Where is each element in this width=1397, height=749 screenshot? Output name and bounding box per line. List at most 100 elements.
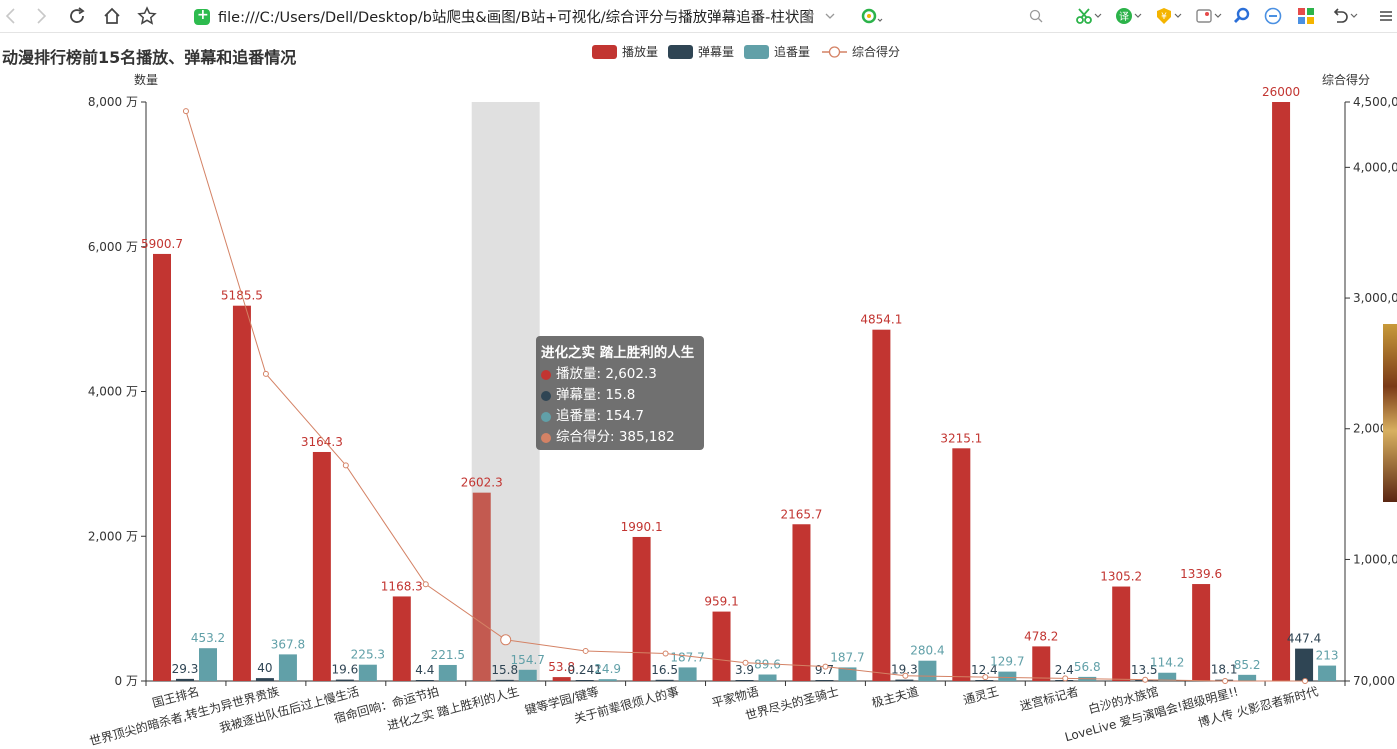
legend-label: 追番量 [774, 44, 810, 59]
follow-bar [838, 667, 857, 681]
danmaku-bar [575, 680, 594, 681]
minus-circle-icon[interactable] [1263, 4, 1283, 28]
data-label-play: 3215.1 [940, 431, 982, 445]
y-right-axis-label: 综合得分 [1322, 72, 1370, 87]
tooltip-danmaku: 弹幕量: 15.8 [556, 387, 636, 403]
data-label-danmaku: 2.4 [1055, 663, 1074, 677]
follow-bar [1238, 674, 1257, 681]
data-label-follow: 221.5 [431, 648, 465, 662]
lightning-icon[interactable] [802, 4, 816, 28]
follow-bar [438, 664, 457, 681]
data-label-danmaku: 29.3 [172, 662, 199, 676]
reload-icon[interactable] [66, 4, 88, 28]
score-point [742, 659, 749, 666]
play-bar [1032, 646, 1051, 681]
x-tick-label: 迷宫标记者 [1018, 683, 1080, 713]
y-right-tick-label: 4,500,000 [1353, 95, 1397, 109]
score-point [1222, 678, 1229, 684]
tooltip-score: 综合得分: 385,182 [556, 429, 675, 445]
score-point [982, 674, 989, 681]
tooltip-row: 播放量: 2,602.3 [541, 364, 699, 385]
score-point [1302, 678, 1309, 684]
play-bar [792, 524, 811, 681]
y-left-tick-label: 0 万 [115, 674, 138, 688]
chart-tooltip: 进化之实 踏上胜利的人生 播放量: 2,602.3 弹幕量: 15.8 追番量:… [536, 336, 704, 450]
data-label-follow: 89.6 [754, 658, 781, 672]
legend-label: 播放量 [622, 44, 658, 59]
search-engine-icon[interactable] [860, 4, 886, 28]
follow-bar [278, 654, 297, 681]
follow-bar [998, 671, 1017, 681]
danmaku-bar [895, 679, 914, 681]
address-bar[interactable]: file:///C:/Users/Dell/Desktop/b站爬虫&画图/B站… [186, 3, 876, 30]
score-point [822, 663, 829, 670]
follow-bar [918, 660, 937, 681]
data-label-danmaku: 12.4 [971, 663, 998, 677]
data-label-play: 2165.7 [780, 507, 822, 521]
data-label-follow: 280.4 [910, 644, 944, 658]
translate-icon[interactable]: 译 [1112, 4, 1146, 28]
svg-text:¥: ¥ [1161, 12, 1167, 22]
score-point [342, 462, 349, 469]
play-bar [712, 611, 731, 681]
x-tick-label: 世界尽头的圣骑士 [744, 683, 841, 722]
legend-label: 综合得分 [852, 44, 900, 59]
x-tick-label: 通灵王 [962, 684, 1000, 707]
y-left-tick-label: 8,000 万 [88, 95, 138, 109]
data-label-play: 53.8 [548, 660, 575, 674]
follow-bar [199, 648, 217, 681]
undo-icon[interactable] [1328, 4, 1362, 28]
danmaku-bar [415, 680, 434, 681]
y-right-tick-label: 1,000,000 [1353, 552, 1397, 566]
forward-icon[interactable] [32, 4, 50, 28]
apps-grid-icon[interactable] [1296, 4, 1316, 28]
legend-dot-icon [541, 411, 551, 422]
y-right-tick-label: 70,000 [1353, 674, 1395, 688]
follow-bar [358, 664, 377, 681]
x-tick-label: 进化之实 踏上胜利的人生 [385, 683, 520, 733]
play-bar [312, 451, 331, 681]
danmaku-bar [975, 680, 994, 681]
legend-swatch [592, 45, 617, 59]
data-label-follow: 85.2 [1234, 658, 1261, 672]
data-label-danmaku: 15.8 [491, 663, 518, 677]
data-label-follow: 213 [1316, 649, 1339, 663]
search-icon[interactable] [1027, 4, 1045, 28]
play-bar [1112, 586, 1131, 681]
data-label-play: 5900.7 [141, 237, 183, 251]
magnifier-icon[interactable] [1232, 4, 1252, 28]
score-point [662, 650, 669, 657]
combo-chart: 0 万 2,000 万 4,000 万 6,000 万 8,000 万 数量 70,000 1… [88, 44, 1397, 749]
data-label-play: 1305.2 [1100, 570, 1142, 584]
data-label-danmaku: 3.9 [735, 663, 754, 677]
play-bar [632, 536, 651, 681]
follow-bar [1158, 672, 1177, 681]
data-label-danmaku: 18.1 [1211, 663, 1238, 677]
data-label-follow: 24.9 [594, 662, 621, 676]
data-label-play: 1168.3 [381, 579, 423, 593]
coupon-icon[interactable]: ¥ [1152, 4, 1186, 28]
play-bar [872, 329, 891, 681]
play-bar [392, 596, 411, 681]
score-point [582, 647, 589, 654]
y-left-tick-label: 2,000 万 [88, 529, 138, 543]
bookmark-star-icon[interactable] [136, 4, 158, 28]
url-text: file:///C:/Users/Dell/Desktop/b站爬虫&画图/B站… [218, 10, 814, 26]
data-label-play: 2602.3 [461, 476, 503, 490]
score-point [500, 634, 512, 646]
tooltip-row: 综合得分: 385,182 [541, 427, 699, 448]
data-label-follow: 114.2 [1150, 656, 1184, 670]
legend-label: 弹幕量 [698, 45, 734, 59]
follow-bar [1318, 665, 1337, 681]
scissors-icon[interactable] [1072, 4, 1106, 28]
data-label-follow: 187.7 [670, 650, 704, 664]
back-icon[interactable] [2, 4, 20, 28]
play-bar [952, 448, 971, 681]
screenshot-icon[interactable] [1192, 4, 1226, 28]
danmaku-bar [176, 678, 194, 681]
danmaku-bar [655, 679, 674, 681]
menu-icon[interactable] [1378, 4, 1394, 28]
home-icon[interactable] [101, 4, 123, 28]
data-label-follow: 367.8 [271, 637, 305, 651]
chevron-down-icon[interactable] [824, 4, 836, 28]
